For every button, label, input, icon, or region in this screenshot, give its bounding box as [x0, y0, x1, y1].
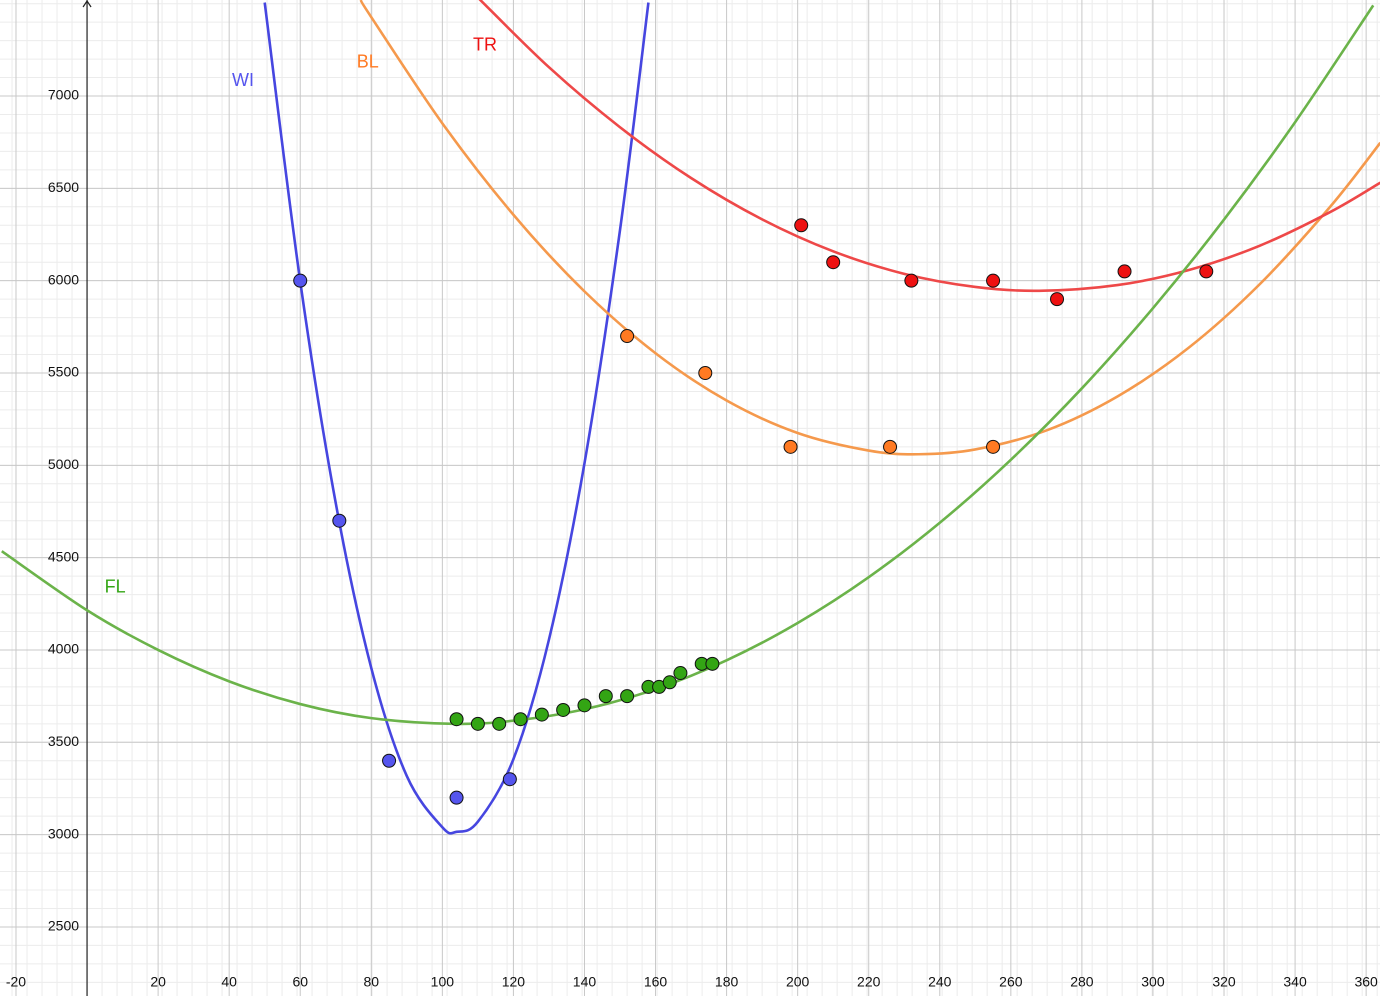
data-point	[1050, 292, 1065, 307]
series-label: BL	[357, 52, 379, 72]
fit-curve	[478, 0, 1380, 293]
x-tick-label: 120	[502, 974, 526, 990]
y-tick-label: 6000	[48, 271, 79, 287]
data-point	[986, 273, 1001, 288]
x-tick-label: 80	[364, 974, 380, 990]
y-tick-label: 4000	[48, 641, 79, 657]
data-point	[556, 702, 571, 717]
x-tick-label: 20	[150, 974, 166, 990]
data-point	[620, 689, 635, 704]
data-point	[1117, 264, 1132, 279]
data-point	[620, 329, 635, 344]
x-tick-label: 340	[1283, 974, 1307, 990]
fit-curve	[359, 0, 1380, 456]
x-tick-label: 60	[292, 974, 308, 990]
y-tick-label: 6500	[48, 179, 79, 195]
x-tick-label: 260	[999, 974, 1023, 990]
data-point	[492, 716, 507, 731]
x-tick-label: 40	[221, 974, 237, 990]
data-point	[332, 513, 347, 528]
fit-curve	[1, 4, 1375, 726]
data-point	[577, 698, 592, 713]
data-point	[502, 772, 517, 787]
data-point	[883, 439, 898, 454]
data-point	[904, 273, 919, 288]
curves	[1, 0, 1380, 835]
data-point	[598, 689, 613, 704]
data-point	[449, 712, 464, 727]
fit-curve	[263, 2, 650, 835]
y-tick-label: 5000	[48, 456, 79, 472]
y-tick-label: 3500	[48, 733, 79, 749]
x-tick-label: 220	[857, 974, 881, 990]
x-tick-label: 360	[1354, 974, 1378, 990]
data-point	[534, 707, 549, 722]
x-tick-label: 280	[1070, 974, 1094, 990]
x-tick-label: 320	[1212, 974, 1236, 990]
y-tick-label: 2500	[48, 918, 79, 934]
y-tick-label: 4500	[48, 548, 79, 564]
data-point	[826, 255, 841, 270]
points: WI BL TR FL	[105, 35, 1214, 805]
data-point	[698, 365, 713, 380]
y-tick-label: 5500	[48, 364, 79, 380]
data-point	[705, 656, 720, 671]
data-point	[783, 439, 798, 454]
x-tick-label: 240	[928, 974, 952, 990]
x-tick-label: 200	[786, 974, 810, 990]
data-point	[449, 790, 464, 805]
y-axis-arrow	[82, 0, 92, 8]
x-tick-label: -20	[6, 974, 26, 990]
x-tick-label: 140	[573, 974, 597, 990]
x-tick-label: 300	[1141, 974, 1165, 990]
series-label: WI	[232, 70, 254, 90]
data-point	[662, 675, 677, 690]
x-tick-label: 160	[644, 974, 668, 990]
data-point	[293, 273, 308, 288]
y-tick-label: 3000	[48, 825, 79, 841]
data-point	[513, 712, 528, 727]
series-label: TR	[473, 35, 497, 55]
x-tick-label: 100	[431, 974, 455, 990]
y-tick-label: 7000	[48, 87, 79, 103]
data-point	[1199, 264, 1214, 279]
data-point	[470, 716, 485, 731]
x-tick-label: 180	[715, 974, 739, 990]
data-point	[794, 218, 809, 233]
data-point	[382, 753, 397, 768]
data-point	[986, 439, 1001, 454]
series-label: FL	[105, 577, 126, 597]
data-point	[673, 666, 688, 681]
